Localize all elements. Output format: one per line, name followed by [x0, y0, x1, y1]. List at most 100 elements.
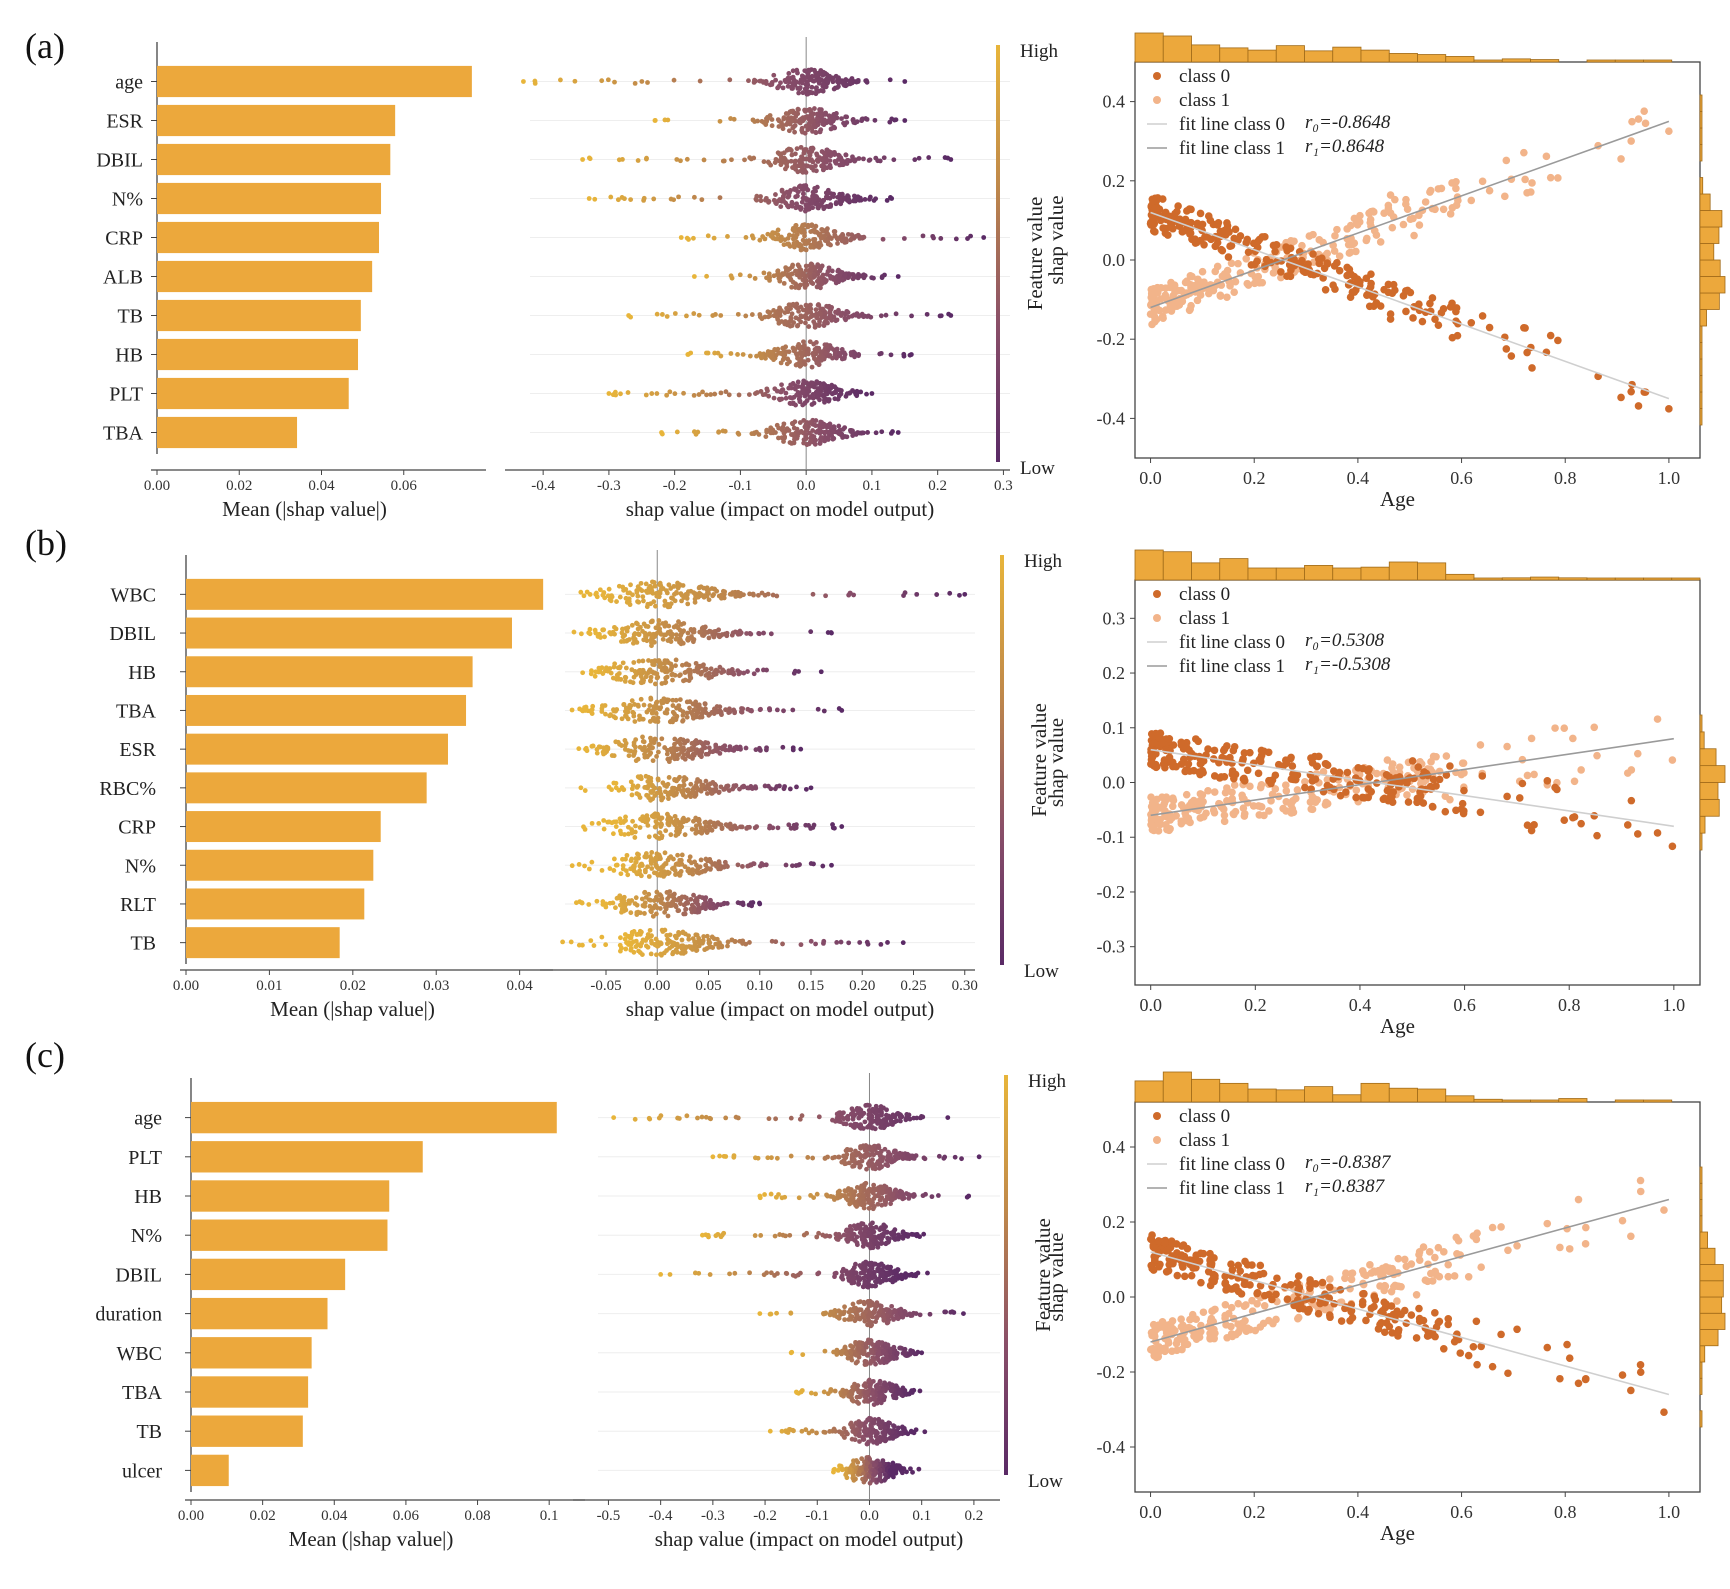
shap-point: [712, 709, 718, 715]
x-tick-label: 0.2: [1243, 468, 1266, 488]
shap-point: [654, 889, 660, 895]
shap-point: [792, 186, 797, 192]
class0-point: [1219, 746, 1228, 755]
shap-point: [821, 150, 827, 156]
class1-point: [1168, 802, 1177, 811]
shap-point: [683, 592, 689, 597]
colorbar-label: Feature value: [1027, 703, 1051, 817]
class0-point: [1223, 219, 1231, 227]
shap-point: [658, 900, 664, 905]
shap-point: [805, 187, 811, 193]
shap-point: [642, 889, 648, 895]
shap-point: [793, 194, 799, 200]
shap-point: [794, 305, 799, 310]
shap-point: [846, 940, 852, 946]
shap-point: [674, 756, 680, 762]
shap-point: [651, 196, 657, 202]
shap-point: [696, 906, 701, 912]
shap-point: [786, 79, 792, 85]
shap-point: [637, 863, 643, 869]
shap-point: [798, 247, 804, 253]
class0-point: [1439, 304, 1448, 313]
shap-point: [640, 628, 645, 634]
shap-point: [720, 158, 726, 164]
shap-point: [658, 856, 663, 862]
shap-point: [686, 747, 691, 752]
shap-point: [669, 940, 675, 946]
hist-bar: [1699, 243, 1715, 261]
shap-point: [799, 199, 805, 205]
class1-point: [1335, 252, 1344, 260]
shap-point: [622, 674, 628, 680]
panel-label: (b): [25, 523, 67, 563]
shap-point: [635, 756, 641, 762]
class1-point: [1640, 107, 1648, 115]
shap-point: [742, 157, 747, 163]
shap-point: [784, 241, 790, 247]
shap-point: [837, 272, 843, 278]
shap-point: [807, 420, 813, 425]
class0-point: [1288, 762, 1297, 770]
shap-point: [617, 665, 623, 671]
feature-label: N%: [112, 189, 143, 211]
shap-point: [811, 434, 817, 440]
shap-point: [618, 935, 623, 941]
shap-point: [787, 109, 793, 115]
class0-point: [1627, 796, 1636, 805]
class1-point: [1446, 210, 1455, 218]
shap-point: [790, 74, 796, 80]
class0-point: [1335, 266, 1344, 275]
shap-point: [926, 155, 932, 160]
shap-point: [578, 631, 584, 637]
class0-point: [1503, 792, 1511, 801]
shap-point: [854, 393, 860, 399]
shap-point: [747, 940, 752, 945]
shap-point: [780, 357, 786, 362]
shap-point: [831, 314, 837, 320]
legend-fit0: fit line class 0: [1179, 632, 1285, 653]
shap-point: [558, 77, 563, 83]
shap-point: [685, 352, 691, 357]
shap-point: [829, 346, 835, 351]
shap-point: [805, 68, 811, 74]
x-tick-label: 0.03: [423, 978, 449, 994]
shap-point: [603, 942, 609, 948]
class1-point: [1306, 798, 1315, 806]
bar-PLT: [191, 1141, 423, 1173]
shap-point: [782, 435, 787, 441]
class0-point: [1169, 741, 1178, 749]
shap-point: [661, 950, 667, 956]
shap-point: [687, 754, 693, 760]
class0-point: [1383, 786, 1392, 795]
shap-point: [669, 631, 675, 637]
shap-point: [871, 198, 877, 203]
class1-point: [1177, 817, 1186, 826]
shap-point: [654, 593, 660, 599]
bar-HB: [191, 1180, 390, 1212]
bar-WBC: [186, 578, 544, 610]
shap-point: [783, 344, 789, 350]
shap-point: [704, 273, 709, 279]
shap-point: [608, 194, 614, 200]
shap-point: [646, 897, 652, 903]
x-tick-label: 0.2: [1244, 995, 1267, 1015]
shap-point: [625, 390, 631, 395]
shap-point: [617, 902, 623, 908]
fit-line-class1: [1150, 120, 1670, 309]
shap-point: [783, 395, 789, 401]
class0-point: [1426, 299, 1434, 308]
class1-point: [1199, 813, 1208, 821]
shap-point: [784, 361, 790, 367]
shap-point: [626, 753, 632, 759]
shap-point: [673, 792, 679, 797]
shap-point: [839, 708, 845, 713]
class1-point: [1352, 218, 1361, 226]
shap-point: [644, 792, 649, 798]
shap-point: [645, 864, 651, 870]
shap-point: [665, 747, 670, 753]
shap-point: [710, 779, 716, 785]
class1-point: [1352, 786, 1361, 795]
shap-point: [901, 351, 907, 357]
class1-point: [1551, 724, 1559, 732]
shap-point: [841, 120, 846, 126]
